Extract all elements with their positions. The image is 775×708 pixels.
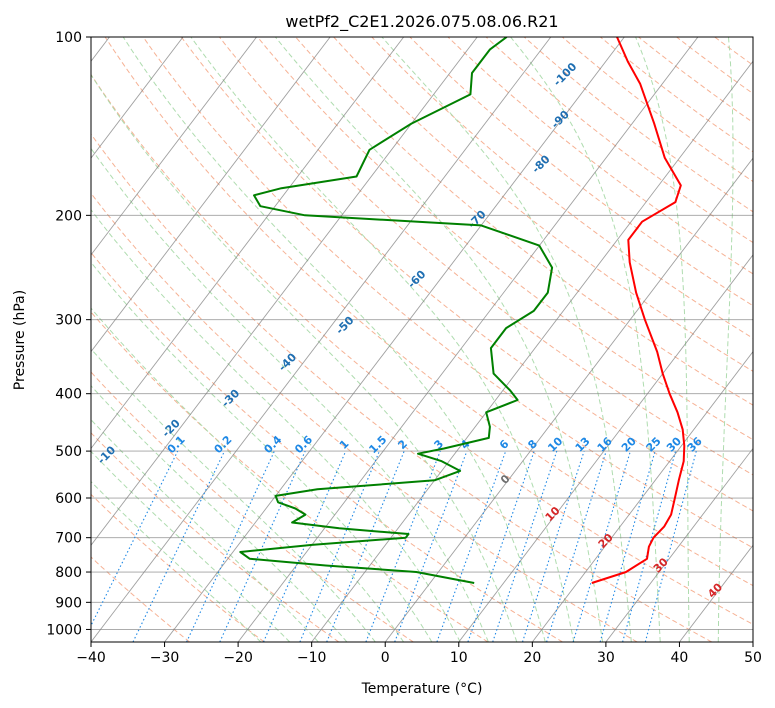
- y-tick-label: 600: [55, 491, 82, 507]
- x-tick-label: 0: [381, 650, 390, 666]
- moist-adiabat-line: [91, 73, 518, 642]
- x-tick-label: 10: [450, 650, 468, 666]
- moist-adiabat-line: [91, 385, 348, 642]
- isotherm-line: [531, 350, 753, 642]
- mixing-ratio-line: [622, 450, 677, 642]
- mixing-ratio-line: [521, 450, 585, 642]
- y-axis: 100 200 300 400 500 600 700 800 900 1000: [46, 30, 91, 638]
- y-tick-label: 800: [55, 565, 82, 581]
- mixing-ratio-line: [132, 450, 225, 642]
- isotherm-line: [458, 254, 753, 642]
- x-tick-label: −10: [297, 650, 327, 666]
- moist-adiabat-line: [122, 37, 546, 642]
- mixing-ratio-line: [219, 450, 306, 642]
- moist-adiabats: [91, 37, 734, 642]
- mixing-ratio-lines: [91, 450, 697, 642]
- x-tick-label: 20: [523, 650, 541, 666]
- y-tick-label: 200: [55, 208, 82, 224]
- dry-adiabat-line: [91, 133, 713, 642]
- x-tick-label: −40: [76, 650, 106, 666]
- mixing-ratio-line: [546, 450, 607, 642]
- x-tick-label: 40: [671, 650, 689, 666]
- dry-adiabat-line: [180, 37, 753, 512]
- isotherm-line: [91, 37, 257, 256]
- x-axis-label: Temperature (°C): [361, 681, 483, 697]
- y-tick-label: 1000: [46, 622, 82, 638]
- isotherm-line: [91, 37, 331, 353]
- y-tick-label: 400: [55, 387, 82, 403]
- x-tick-label: −20: [223, 650, 253, 666]
- mixing-ratio-line: [299, 450, 380, 642]
- temperature-profile: [591, 37, 686, 584]
- moist-adiabat-line: [510, 37, 661, 642]
- isotherms: [91, 37, 753, 642]
- moist-adiabat-line: [91, 418, 319, 642]
- mixing-ratio-line: [436, 450, 507, 642]
- isotherm-line: [91, 37, 478, 546]
- moist-adiabat-line: [91, 261, 433, 642]
- y-tick-label: 500: [55, 444, 82, 460]
- isotherm-line: [91, 37, 184, 159]
- dry-adiabat-line: [91, 556, 190, 642]
- y-tick-label: 300: [55, 313, 82, 329]
- mixing-ratio-line: [262, 450, 347, 642]
- mixing-ratio-line: [644, 450, 697, 642]
- moist-adiabat-line: [381, 37, 632, 642]
- x-tick-label: 50: [744, 650, 762, 666]
- mixing-ratio-line: [186, 450, 275, 642]
- moist-adiabat-line: [91, 480, 262, 642]
- isotherm-line: [91, 37, 405, 450]
- dry-adiabat-line: [104, 37, 753, 587]
- isotherm-line: [384, 157, 753, 642]
- sounding-profiles: [239, 37, 686, 584]
- x-tick-label: −30: [150, 650, 180, 666]
- y-tick-label: 100: [55, 30, 82, 46]
- isobars: [91, 37, 753, 630]
- mixing-ratio-line: [572, 450, 631, 642]
- moist-adiabat-line: [717, 37, 734, 642]
- y-axis-label: Pressure (hPa): [12, 290, 28, 390]
- isotherm-line: [311, 60, 753, 642]
- isotherm-line: [164, 37, 625, 642]
- dry-adiabat-line: [295, 37, 753, 406]
- isotherm-line: [605, 447, 753, 642]
- moist-adiabat-line: [91, 450, 291, 642]
- x-axis: −40 −30 −20 −10 0 10 20 30 40 50: [76, 642, 762, 666]
- plot-frame: [90, 36, 754, 643]
- moist-adiabat-line: [190, 37, 575, 642]
- dry-adiabat-line: [409, 37, 753, 307]
- dry-adiabat-line: [257, 37, 753, 441]
- moist-adiabat-line: [275, 37, 603, 642]
- moist-adiabat-line: [91, 147, 489, 642]
- dry-adiabat-line: [91, 73, 753, 625]
- dry-adiabat-line: [91, 493, 265, 642]
- mixing-ratio-line: [467, 450, 535, 642]
- moist-adiabat-line: [91, 307, 405, 642]
- moist-adiabat-line: [635, 37, 690, 642]
- y-tick-label: 900: [55, 595, 82, 611]
- isotherm-line: [237, 37, 699, 642]
- dewpoint-profile: [239, 37, 554, 584]
- isotherm-line: [91, 37, 552, 642]
- dry-adiabat-line: [91, 311, 489, 642]
- dry-adiabat-line: [91, 192, 638, 642]
- chart-title: wetPf2_C2E1.2026.075.08.06.R21: [285, 12, 558, 32]
- x-tick-label: 30: [597, 650, 615, 666]
- y-tick-label: 700: [55, 531, 82, 547]
- mixing-ratio-line: [492, 450, 558, 642]
- mixing-ratio-line: [599, 450, 656, 642]
